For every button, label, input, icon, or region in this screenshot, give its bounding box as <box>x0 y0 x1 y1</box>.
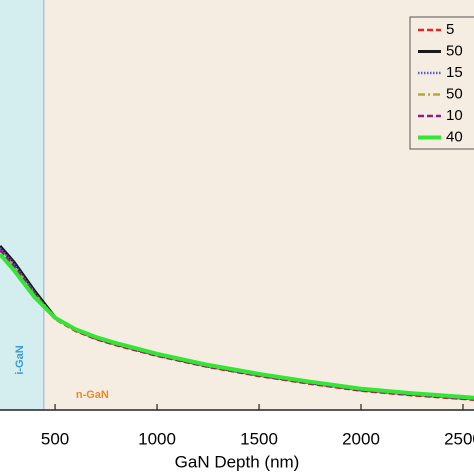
region-label: n-GaN <box>76 389 109 401</box>
legend-box <box>409 16 474 150</box>
x-axis-title: GaN Depth (nm) <box>175 452 300 471</box>
x-tick-label: 2000 <box>342 429 380 448</box>
region <box>43 0 474 410</box>
legend-label: 10 <box>446 107 463 124</box>
legend-label: 50 <box>446 85 463 102</box>
legend-label: 15 <box>446 64 463 81</box>
legend-label: 40 <box>446 128 463 145</box>
regions: i-GaN n-GaN <box>0 0 474 410</box>
x-tick-label: 1500 <box>240 429 278 448</box>
region <box>0 0 44 410</box>
x-tick-label: 2500 <box>444 429 474 448</box>
x-tick-label: 500 <box>41 429 69 448</box>
series-line <box>0 252 474 400</box>
x-tick-label: 1000 <box>138 429 176 448</box>
axes: 500 1000 1500 2000 2500 <box>0 404 474 448</box>
lines <box>0 245 474 401</box>
legend-label: 5 <box>446 21 454 38</box>
legend: 5 50 15 50 10 40 <box>409 16 474 150</box>
legend-label: 50 <box>446 42 463 59</box>
region-label: i-GaN <box>14 345 26 374</box>
